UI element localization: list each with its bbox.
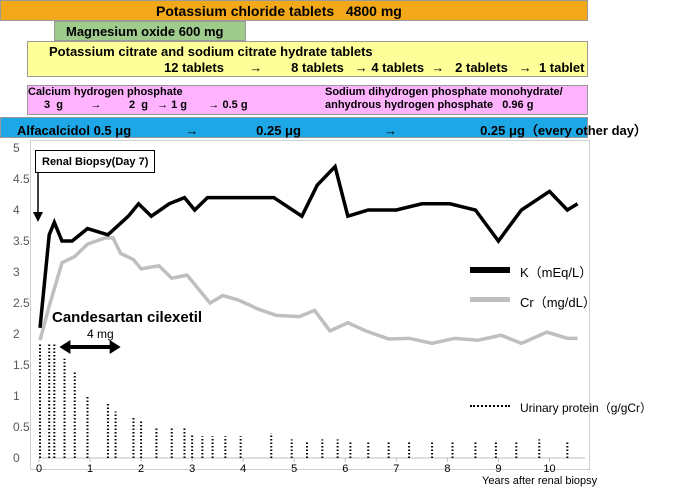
x-tick-label: 6 xyxy=(342,463,348,475)
cr-series-line xyxy=(38,236,578,346)
y-tick-label: 3.5 xyxy=(13,234,30,248)
x-tick-label: 1 xyxy=(87,463,93,475)
x-tick-label: 7 xyxy=(393,463,399,475)
x-tick-label: 0 xyxy=(36,463,42,475)
renal-biopsy-label: Renal Biopsy(Day 7) xyxy=(42,156,149,168)
y-tick-label: 0 xyxy=(13,451,20,465)
legend-k-label: K（mEq/L） xyxy=(520,265,593,280)
phosphate-bar: Calcium hydrogen phosphate 3 g → 2 g → 1… xyxy=(27,85,588,115)
sodium-phosphate-label: Sodium dihydrogen phosphate monohydrate/ xyxy=(325,86,563,98)
alfacalcidol-label: Alfacalcidol 0.5 μg → 0.25 μg → 0.25 μg（… xyxy=(17,123,647,138)
y-tick-label: 2 xyxy=(13,327,20,341)
legend-urinary-swatch xyxy=(470,405,510,407)
biopsy-arrow-head xyxy=(33,212,43,222)
y-tick-label: 2.5 xyxy=(13,296,30,310)
y-tick-label: 4.5 xyxy=(13,172,30,186)
legend-k-swatch xyxy=(470,267,510,273)
renal-biopsy-box: Renal Biopsy(Day 7) xyxy=(35,150,156,173)
y-tick-label: 5 xyxy=(13,141,20,155)
magnesium-oxide-label: Magnesium oxide 600 mg xyxy=(66,24,224,39)
y-tick-label: 3 xyxy=(13,265,20,279)
magnesium-oxide-bar: Magnesium oxide 600 mg xyxy=(54,21,246,41)
citrate-dose-sequence: 12 tablets → 8 tablets → 4 tablets → 2 t… xyxy=(164,60,585,75)
k-series-line xyxy=(38,163,579,328)
citrate-label: Potassium citrate and sodium citrate hyd… xyxy=(49,44,373,59)
alfacalcidol-bar: Alfacalcidol 0.5 μg → 0.25 μg → 0.25 μg（… xyxy=(0,117,647,138)
candesartan-arrow-right-head xyxy=(109,340,121,354)
x-tick-label: 9 xyxy=(495,463,501,475)
candesartan-dose: 4 mg xyxy=(87,327,114,341)
candesartan-label: Candesartan cilexetil xyxy=(52,309,203,326)
potassium-chloride-bar: Potassium chloride tablets 4800 mg xyxy=(0,0,588,21)
candesartan-arrow-left-head xyxy=(59,340,71,354)
x-tick-label: 3 xyxy=(189,463,195,475)
y-tick-label: 1.5 xyxy=(13,358,30,372)
x-tick-label: 5 xyxy=(291,463,297,475)
citrate-bar: Potassium citrate and sodium citrate hyd… xyxy=(27,41,588,77)
potassium-chloride-label: Potassium chloride tablets 4800 mg xyxy=(156,3,402,19)
legend-urinary-label: Urinary protein（g/gCr） xyxy=(520,401,653,415)
sodium-phosphate-dose: anhydrous hydrogen phosphate 0.96 g xyxy=(325,99,534,111)
x-tick-label: 4 xyxy=(240,463,246,475)
x-axis-title: Years after renal biopsy xyxy=(482,475,598,487)
x-tick-label: 10 xyxy=(543,463,555,475)
legend-cr-swatch xyxy=(470,297,510,302)
plot-frame xyxy=(30,140,590,470)
calcium-phosphate-dose-sequence: 3 g → 2 g → 1 g → 0.5 g xyxy=(44,99,248,111)
x-tick-label: 2 xyxy=(138,463,144,475)
legend-cr-label: Cr（mg/dL） xyxy=(520,295,596,310)
x-tick-label: 8 xyxy=(444,463,450,475)
y-tick-label: 4 xyxy=(13,203,20,217)
calcium-phosphate-label: Calcium hydrogen phosphate xyxy=(28,86,183,98)
y-tick-label: 1 xyxy=(13,389,20,403)
y-tick-label: 0.5 xyxy=(13,420,30,434)
